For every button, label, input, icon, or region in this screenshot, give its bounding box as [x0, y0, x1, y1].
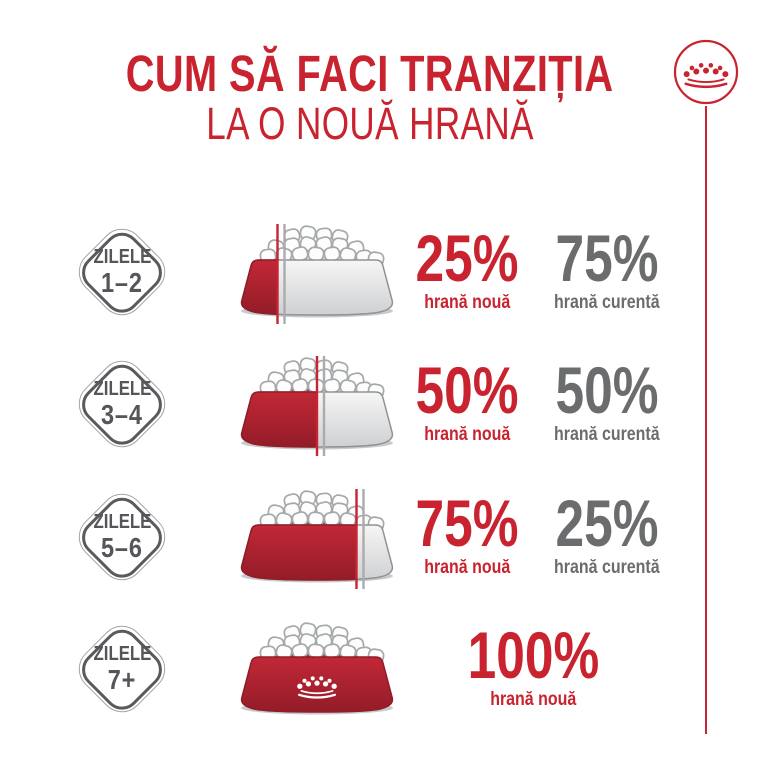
current-food-percentage: 25% — [555, 486, 659, 560]
current-food-pct-col: 75% hrană curentă — [522, 221, 692, 313]
new-food-label: hrană nouă — [423, 424, 511, 445]
page-title-line2: LA O NOUĂ HRANĂ — [206, 98, 534, 149]
bowl-graphic-50 — [240, 356, 394, 456]
day-badge-text: ZILELE 1–2 — [93, 246, 151, 298]
new-food-pct-col: 25% hrană nouă — [382, 221, 552, 313]
day-badge-text: ZILELE 5–6 — [93, 511, 151, 563]
bowl-graphic-75 — [240, 489, 394, 589]
day-badge-1-2: ZILELE 1–2 — [67, 217, 177, 327]
new-food-label: hrană nouă — [489, 689, 577, 710]
day-badge-text: ZILELE 3–4 — [93, 378, 151, 430]
new-food-percentage: 25% — [415, 221, 519, 295]
vertical-rule — [705, 106, 707, 734]
current-food-label: hrană curentă — [554, 557, 660, 578]
current-food-percentage: 75% — [555, 221, 659, 295]
day-badge-3-4: ZILELE 3–4 — [67, 349, 177, 459]
new-food-pct-col: 75% hrană nouă — [382, 486, 552, 578]
day-badge-5-6: ZILELE 5–6 — [67, 482, 177, 592]
current-food-percentage: 50% — [555, 353, 659, 427]
current-food-label: hrană curentă — [554, 292, 660, 313]
day-badge-7plus: ZILELE 7+ — [67, 614, 177, 724]
new-food-percentage: 100% — [467, 618, 599, 692]
page-title-line1: CUM SĂ FACI TRANZIȚIA — [126, 45, 614, 102]
day-badge-text: ZILELE 7+ — [93, 643, 151, 695]
bowl-graphic-25 — [240, 224, 394, 324]
page-header: CUM SĂ FACI TRANZIȚIA LA O NOUĂ HRANĂ — [0, 48, 740, 148]
current-food-label: hrană curentă — [554, 424, 660, 445]
royal-canin-logo-icon — [673, 39, 739, 105]
new-food-label: hrană nouă — [423, 557, 511, 578]
new-food-pct-col: 100% hrană nouă — [433, 618, 633, 710]
new-food-percentage: 50% — [415, 353, 519, 427]
current-food-pct-col: 50% hrană curentă — [522, 353, 692, 445]
new-food-pct-col: 50% hrană nouă — [382, 353, 552, 445]
new-food-label: hrană nouă — [423, 292, 511, 313]
new-food-percentage: 75% — [415, 486, 519, 560]
current-food-pct-col: 25% hrană curentă — [522, 486, 692, 578]
bowl-graphic-100 — [240, 621, 394, 715]
